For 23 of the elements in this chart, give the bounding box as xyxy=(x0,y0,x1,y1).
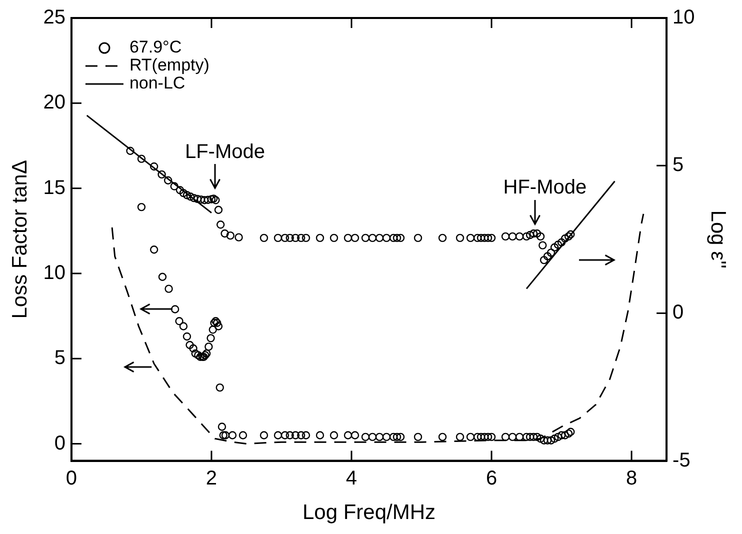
y-tick-label: 25 xyxy=(43,6,66,29)
legend-label: 67.9°C xyxy=(129,38,182,57)
annotation: HF-Mode xyxy=(503,176,587,199)
y-tick-label: 20 xyxy=(43,92,66,114)
legend-label: non-LC xyxy=(129,74,186,93)
y-axis-title: Loss Factor tanΔ xyxy=(8,160,32,319)
y2-axis-title: Log ε'' xyxy=(706,210,730,269)
y-tick-label: 15 xyxy=(43,176,66,199)
y-tick-label: 10 xyxy=(43,262,66,284)
x-tick-label: 4 xyxy=(346,467,358,490)
y2-tick-label: 5 xyxy=(672,154,684,176)
legend-label: RT(empty) xyxy=(129,56,210,75)
y2-tick-label: 0 xyxy=(672,302,684,324)
y2-tick-label: 10 xyxy=(672,6,695,29)
y2-tick-label: -5 xyxy=(672,449,690,472)
y-tick-label: 0 xyxy=(54,432,66,454)
x-tick-label: 8 xyxy=(626,467,638,490)
x-axis-title: Log Freq/MHz xyxy=(302,501,436,524)
annotation: LF-Mode xyxy=(184,140,265,163)
x-tick-label: 6 xyxy=(486,467,498,490)
x-tick-label: 2 xyxy=(206,467,218,490)
y-tick-label: 5 xyxy=(54,347,66,370)
line-series xyxy=(111,213,644,445)
